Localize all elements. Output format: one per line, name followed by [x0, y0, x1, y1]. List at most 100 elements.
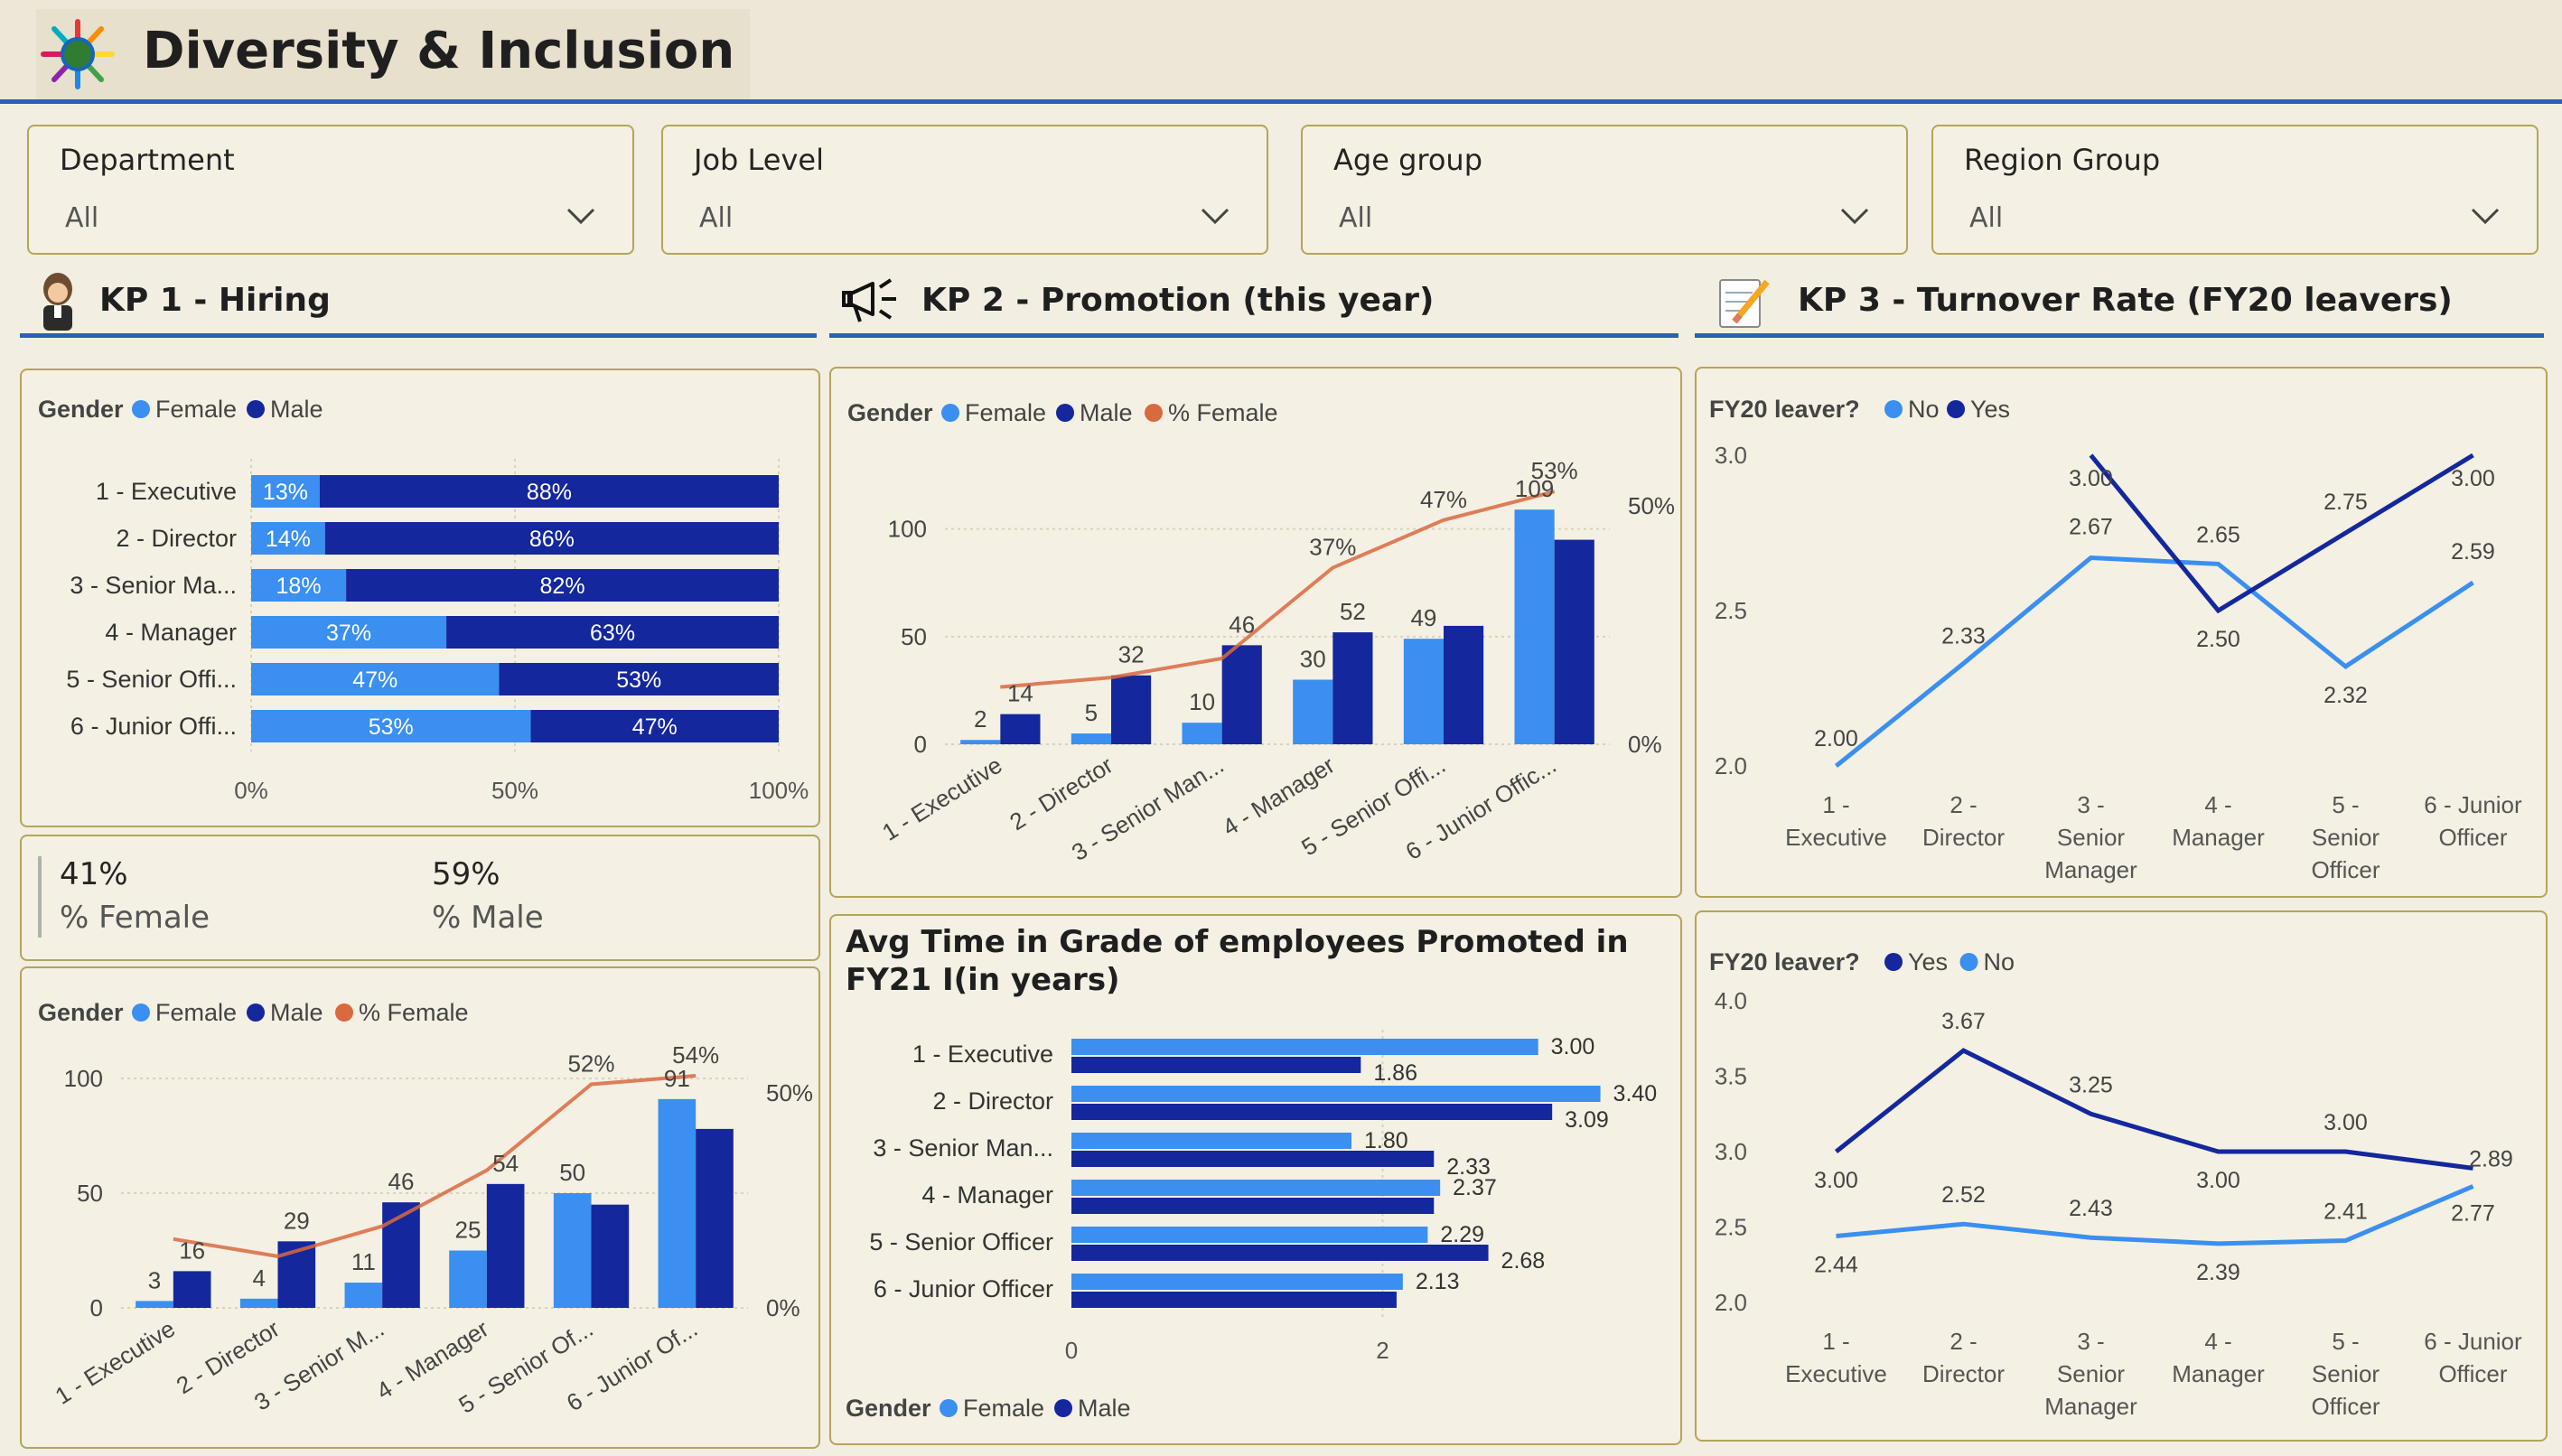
y-tick-label: 3.5 — [1715, 1063, 1747, 1090]
data-label: 2.33 — [1941, 623, 1986, 649]
x-category-label: 4 - — [2204, 791, 2231, 818]
data-label: 2.75 — [2324, 490, 2368, 515]
turnover-age-panel: FY20 leaver? No Yes 2.0 2.5 3.0 1 - Executive 2 … — [1695, 367, 2548, 898]
bar-female — [1071, 1086, 1601, 1102]
data-label: 2 — [974, 705, 986, 733]
bar-male — [696, 1128, 734, 1308]
data-label: 3.25 — [2069, 1072, 2113, 1097]
bar-male — [486, 1183, 525, 1308]
bar-label-male: 88% — [527, 480, 572, 505]
x-category-label: Executive — [1785, 1360, 1887, 1387]
y-category-label: 5 - Senior Officer — [869, 1228, 1053, 1255]
series-line — [1836, 1184, 2474, 1246]
legend-marker — [940, 1399, 958, 1417]
legend-item: Female — [965, 399, 1046, 426]
bar-label-female: 14% — [266, 527, 311, 552]
y-category-label: 1 - Executive — [912, 1041, 1053, 1068]
bar-male — [1111, 675, 1152, 744]
legend-item: Female — [155, 999, 237, 1026]
legend-item: Male — [1078, 1395, 1131, 1422]
chevron-down-icon[interactable] — [2470, 206, 2501, 226]
x-category-label: Manager — [2172, 1360, 2265, 1387]
bar-male — [319, 475, 779, 508]
chevron-down-icon[interactable] — [566, 206, 596, 226]
promotion-combo-panel: Gender Female Male % Female 0 50 100 0% 50% 1 - E… — [829, 367, 1682, 898]
section-title: KP 1 - Hiring — [99, 282, 331, 319]
data-label: 2.52 — [1941, 1182, 1986, 1208]
legend-marker — [1056, 404, 1074, 422]
data-label: 52% — [567, 1050, 614, 1077]
y2-tick-label: 0% — [766, 1294, 800, 1321]
y-category-label: 5 - Senior Offi... — [66, 666, 237, 693]
title-highlight — [36, 9, 750, 99]
data-label: 3.00 — [2196, 1168, 2240, 1193]
y-tick-label: 2.0 — [1715, 1289, 1747, 1316]
bar-male — [346, 569, 779, 602]
bar-female — [1182, 723, 1222, 744]
section-title: KP 2 - Promotion (this year) — [921, 282, 1435, 319]
data-label: 2.39 — [2196, 1260, 2240, 1285]
woman-avatar-icon — [43, 273, 72, 331]
slicer-department[interactable]: Department All — [27, 125, 634, 255]
turnover-line-chart-1: FY20 leaver? No Yes 2.0 2.5 3.0 1 - Executive 2 … — [1709, 396, 2522, 883]
data-label: 14 — [1007, 680, 1033, 707]
y-tick-label: 2.0 — [1715, 752, 1747, 779]
y-tick-label: 0 — [914, 731, 927, 758]
data-label: 29 — [284, 1207, 310, 1234]
slicer-label: Department — [60, 143, 235, 177]
slicer-value[interactable]: All — [1969, 202, 2004, 234]
data-label: 54 — [492, 1150, 519, 1177]
data-label: 5 — [1085, 699, 1098, 726]
bar-male — [382, 1202, 420, 1308]
y-category-label: 6 - Junior Officer — [874, 1275, 1053, 1302]
legend-marker — [1145, 404, 1163, 422]
x-category-label: 1 - — [1822, 791, 1849, 818]
slicer-region-group[interactable]: Region Group All — [1931, 125, 2539, 255]
female-value: 41% — [60, 856, 128, 892]
section-underline — [20, 333, 817, 338]
pct-female-line — [173, 1074, 697, 1258]
chevron-down-icon[interactable] — [1839, 206, 1870, 226]
y2-tick-label: 0% — [1628, 731, 1662, 758]
x-category-label: 6 - Junior — [2424, 1328, 2522, 1355]
bar-male — [1071, 1245, 1489, 1261]
y2-tick-label: 50% — [766, 1079, 813, 1106]
bar-female — [1071, 1133, 1351, 1149]
x-category-label: Director — [1922, 1360, 2005, 1387]
slicer-value[interactable]: All — [65, 202, 99, 234]
legend-title: Gender — [846, 1395, 931, 1422]
legend-marker — [132, 1003, 150, 1022]
legend-marker — [1884, 400, 1903, 418]
slicer-value[interactable]: All — [1339, 202, 1373, 234]
slicer-label: Region Group — [1964, 143, 2161, 177]
bar-label-female: 47% — [352, 667, 397, 693]
avg-time-chart: 0 21 - Executive 3.001.862 - Director 3.403… — [846, 1030, 1657, 1422]
slicer-value[interactable]: All — [699, 202, 734, 234]
bar-label-female: 13% — [263, 480, 308, 505]
slicer-age-group[interactable]: Age group All — [1301, 125, 1908, 255]
x-category-label: 4 - — [2204, 1328, 2231, 1355]
data-label: 4 — [252, 1265, 265, 1292]
section-header-kp3: KP 3 - Turnover Rate (FY20 leavers) — [1695, 266, 2544, 338]
legend-marker — [335, 1003, 353, 1022]
bar-label-female: 53% — [369, 714, 414, 740]
avg-time-panel: Avg Time in Grade of employees Promoted … — [829, 914, 1682, 1445]
y-tick-label: 2.5 — [1715, 597, 1747, 624]
y-tick-label: 3.0 — [1715, 442, 1747, 469]
chevron-down-icon[interactable] — [1200, 206, 1230, 226]
data-label: 2.00 — [1814, 726, 1858, 751]
data-label: 2.13 — [1416, 1269, 1460, 1294]
data-label: 2.68 — [1501, 1248, 1546, 1274]
data-label: 3.67 — [1941, 1009, 1986, 1034]
y-tick-label: 50 — [901, 623, 927, 650]
data-label: 46 — [388, 1168, 415, 1195]
bar-female — [553, 1193, 592, 1308]
bar-female — [1071, 1227, 1428, 1243]
legend-marker — [1884, 953, 1903, 971]
data-label: 11 — [351, 1248, 376, 1275]
bar-male — [324, 522, 779, 555]
bar-male — [1221, 645, 1262, 744]
slicer-job-level[interactable]: Job Level All — [661, 125, 1268, 255]
x-category-label: Officer — [2438, 824, 2507, 851]
page-title: Diversity & Inclusion — [143, 22, 735, 80]
